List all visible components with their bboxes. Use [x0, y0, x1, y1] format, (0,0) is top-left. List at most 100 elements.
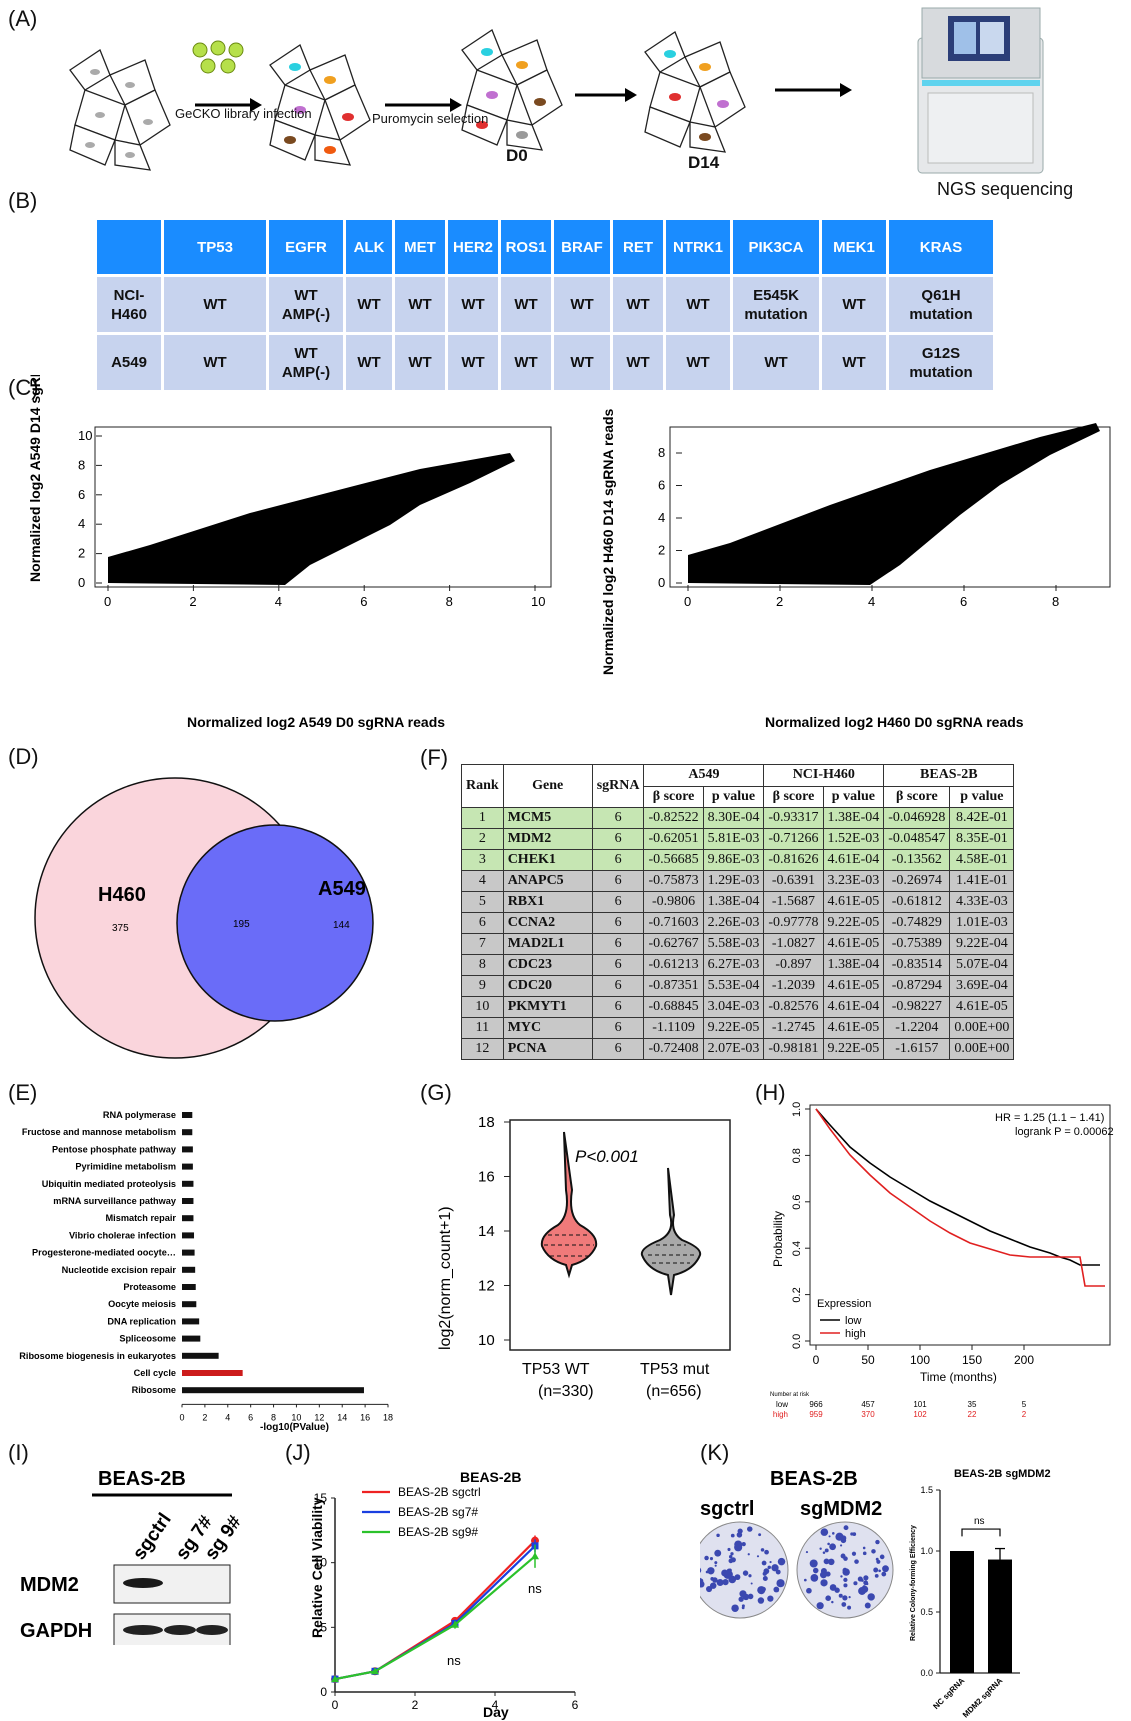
colony-dot	[762, 1576, 768, 1582]
b-cell: A549	[97, 335, 161, 390]
h-tick-label: 150	[962, 1353, 982, 1367]
f-row: 9 CDC20 6 -0.87351 5.53E-04 -1.2039 4.61E-05 -0…	[461, 975, 1015, 997]
f-cell: PKMYT1	[502, 996, 593, 1018]
tick-label: 4	[658, 510, 665, 525]
tick-label: 2	[658, 543, 665, 558]
colony-dot	[831, 1600, 834, 1604]
g-tick-label: 10	[478, 1332, 495, 1349]
f-cell: 4	[461, 870, 504, 892]
h-tick-label: 1.0	[791, 1102, 803, 1117]
colony-dot	[712, 1577, 718, 1583]
colony-dot	[769, 1560, 772, 1564]
g-y-axis-label: log2(norm_count+1)	[437, 1206, 454, 1350]
f-cell: 12	[461, 1038, 504, 1060]
y-axis-label-left: Normalized log2 A549 D14 sgRNA reads	[27, 375, 43, 582]
f-cell: -0.98181	[763, 1038, 824, 1060]
j-point	[451, 1620, 459, 1628]
h-risk-value: 370	[861, 1410, 875, 1419]
j-point	[371, 1667, 379, 1675]
f-cell: 0.00E+00	[949, 1038, 1015, 1060]
colony-dot	[731, 1604, 739, 1612]
f-cell: RBX1	[502, 891, 593, 913]
e-category-label: Progesterone-mediated oocyte…	[32, 1248, 176, 1258]
b-cell: WT	[164, 277, 266, 332]
f-cell: -0.87294	[883, 975, 951, 997]
colony-dot	[774, 1566, 778, 1570]
blot-title: BEAS-2B	[98, 1468, 186, 1490]
tick-label: 10	[78, 428, 92, 443]
g-tick-label: 18	[478, 1114, 495, 1131]
h-risk-value: 35	[968, 1400, 977, 1409]
h-tick-label: 0.4	[791, 1241, 803, 1256]
colony-dot	[871, 1549, 876, 1554]
col-beta-a549: β score	[643, 785, 704, 808]
crispr-screen-table: Rank Gene sgRNA A549 NCI-H460 BEAS-2B β …	[461, 764, 1015, 1060]
colony-dot	[738, 1596, 744, 1602]
e-tick-label: 6	[248, 1412, 253, 1422]
colony-dot	[864, 1602, 871, 1609]
f-cell: -0.72408	[643, 1038, 704, 1060]
colony-dot	[863, 1575, 869, 1581]
colony-dot	[704, 1555, 709, 1561]
f-cell: 4.61E-05	[949, 996, 1015, 1018]
b-cell: WT	[733, 335, 819, 390]
colony-dot	[747, 1526, 753, 1532]
f-cell: 2.26E-03	[702, 912, 765, 934]
tick-label: 6	[960, 594, 967, 609]
j-series-line	[334, 1539, 536, 1681]
col-beta-h460: β score	[763, 785, 824, 808]
b-cell: WT	[613, 277, 663, 332]
k-title: BEAS-2B	[770, 1468, 858, 1490]
x-axis-label-right: Normalized log2 H460 D0 sgRNA reads	[765, 714, 1024, 730]
colony-dot	[827, 1558, 835, 1566]
f-cell: 9	[461, 975, 504, 997]
colony-dot	[758, 1533, 762, 1537]
e-x-axis-label: -log10(PValue)	[260, 1422, 329, 1433]
k-tick-label: 1.0	[920, 1546, 933, 1556]
k-tick-label: 0.5	[920, 1607, 933, 1617]
h-risk-value: 102	[913, 1410, 927, 1419]
col-p-beas: p value	[949, 785, 1015, 808]
km-curve-low	[815, 1108, 1100, 1266]
colony-dot	[840, 1535, 847, 1541]
h-risk-value: 22	[968, 1410, 977, 1419]
e-bar	[182, 1370, 243, 1376]
b-header-egfr: EGFR	[269, 220, 343, 274]
colony-dot	[767, 1565, 771, 1570]
e-bar	[182, 1318, 200, 1325]
g-group2-n: (n=656)	[646, 1383, 702, 1400]
colony-dot	[825, 1595, 832, 1602]
colony-dot	[843, 1577, 848, 1583]
e-bar	[182, 1387, 364, 1394]
colony-dot	[714, 1549, 722, 1557]
colony-dot	[850, 1532, 854, 1536]
f-cell: -0.97778	[763, 912, 824, 934]
colony-formation-panel: BEAS-2B sgctrl sgMDM2 BEAS-2B sgMDM2 0.0…	[700, 1468, 1051, 1720]
km-risk-title: Number at risk	[770, 1392, 810, 1398]
f-cell: -0.048547	[883, 828, 951, 850]
col-rank: Rank	[461, 764, 504, 808]
virus-particles-icon	[192, 40, 244, 74]
b-header-pik3ca: PIK3CA	[733, 220, 819, 274]
e-bar	[182, 1198, 194, 1204]
g-tick-label: 12	[478, 1278, 495, 1295]
f-cell: 6	[591, 933, 645, 955]
tick-label: 0	[658, 575, 665, 590]
e-category-label: Spliceosome	[119, 1334, 176, 1344]
colony-dot	[851, 1551, 857, 1556]
h-risk-value: low	[776, 1400, 788, 1409]
colony-dot	[728, 1558, 734, 1564]
colony-dot	[777, 1557, 786, 1566]
b-row: NCI- H460 WT WT AMP(-) WT WT WT WT WT WT WT E545K …	[97, 277, 993, 332]
colony-dot	[848, 1595, 851, 1599]
sequencer-icon	[917, 7, 1044, 174]
b-cell: WT AMP(-)	[269, 277, 343, 332]
f-cell: 3.04E-03	[702, 996, 765, 1018]
tick-label: 8	[1052, 594, 1059, 609]
h-tick-label: 0.8	[791, 1148, 803, 1163]
e-category-label: Cell cycle	[134, 1368, 176, 1378]
f-cell: -0.83514	[883, 954, 951, 976]
tick-label: 0	[104, 594, 111, 609]
mdm2-band-sgctrl	[123, 1578, 163, 1588]
f-cell: 8.35E-01	[949, 828, 1015, 850]
